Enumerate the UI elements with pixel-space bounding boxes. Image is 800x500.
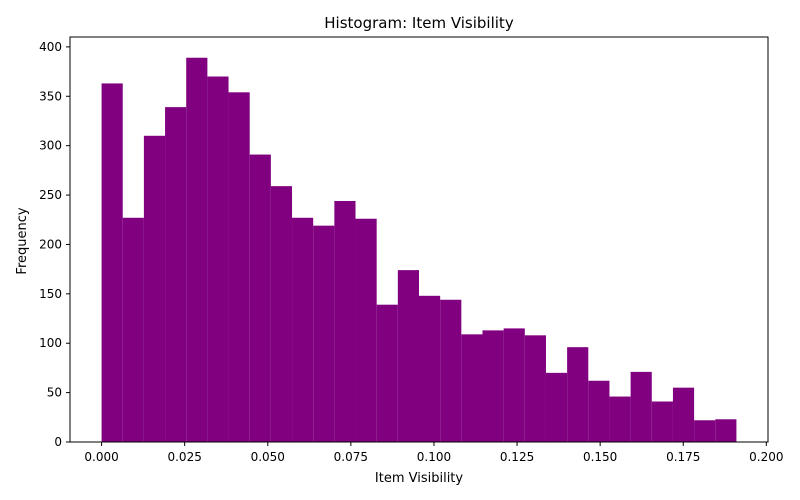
histogram-bar — [651, 401, 673, 442]
histogram-bar — [419, 295, 441, 442]
histogram-bar — [609, 396, 631, 442]
histogram-bar — [143, 135, 166, 442]
histogram-bar — [440, 299, 462, 442]
x-tick-label: 0.050 — [251, 450, 285, 464]
histogram-bar — [376, 304, 398, 442]
histogram-bar — [524, 335, 546, 442]
histogram-bar — [207, 76, 229, 442]
histogram-bar — [186, 57, 208, 443]
histogram-bar — [672, 387, 695, 442]
histogram-bar — [122, 217, 144, 442]
histogram-bar — [461, 334, 483, 442]
y-axis: 0 50 100 150 200 250 300 350 400 — [39, 40, 70, 449]
y-axis-label: Frequency — [15, 207, 30, 274]
y-tick-label: 350 — [39, 89, 62, 103]
y-tick-label: 0 — [54, 435, 62, 449]
histogram-bar — [503, 328, 525, 442]
x-tick-label: 0.200 — [749, 450, 783, 464]
y-tick-label: 200 — [39, 237, 62, 251]
histogram-bar — [270, 186, 293, 442]
x-tick-label: 0.175 — [666, 450, 700, 464]
histogram-bar — [355, 218, 377, 442]
histogram-bar — [397, 270, 419, 442]
y-tick-label: 250 — [39, 188, 62, 202]
histogram-bar — [101, 83, 123, 443]
histogram-bar — [567, 347, 589, 442]
histogram-bar — [165, 107, 187, 442]
x-tick-label: 0.000 — [84, 450, 118, 464]
histogram-bar — [292, 217, 314, 442]
x-tick-label: 0.100 — [417, 450, 451, 464]
histogram-bar — [715, 419, 737, 442]
y-tick-label: 400 — [39, 40, 62, 54]
x-tick-label: 0.150 — [583, 450, 617, 464]
x-axis: 0.000 0.025 0.050 0.075 0.100 0.125 0.150 0.175… — [84, 442, 784, 464]
histogram-bar — [630, 371, 652, 442]
chart-title: Histogram: Item Visibility — [324, 14, 514, 32]
histogram-bar — [588, 380, 610, 442]
y-tick-label: 50 — [47, 386, 62, 400]
histogram-bar — [482, 330, 504, 442]
x-tick-label: 0.075 — [334, 450, 368, 464]
y-tick-label: 100 — [39, 336, 62, 350]
bars-group — [101, 57, 737, 443]
y-tick-label: 150 — [39, 287, 62, 301]
plot-frame — [69, 36, 769, 443]
y-tick-label: 300 — [39, 139, 62, 153]
histogram-bar — [228, 92, 250, 442]
histogram-bar — [334, 200, 356, 442]
histogram-bar — [249, 154, 271, 443]
x-axis-label: Item Visibility — [375, 471, 464, 486]
x-tick-label: 0.025 — [167, 450, 201, 464]
histogram-bar — [313, 225, 335, 442]
histogram-bar — [694, 420, 716, 442]
histogram-bar — [545, 372, 568, 442]
x-tick-label: 0.125 — [500, 450, 534, 464]
